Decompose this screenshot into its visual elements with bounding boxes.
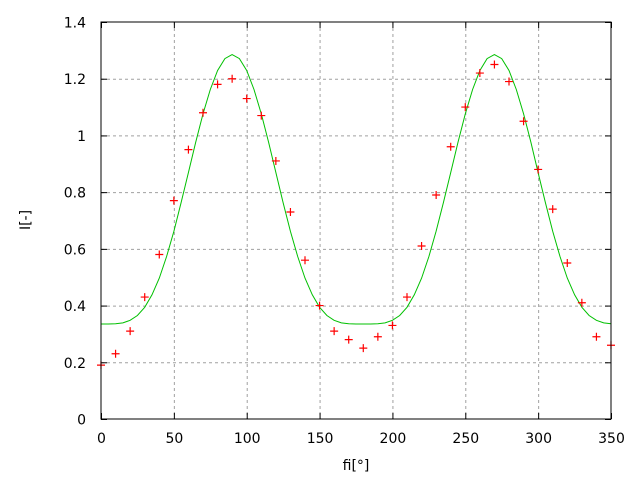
x-tick-label: 100 <box>234 431 261 447</box>
data-point <box>184 145 193 154</box>
data-point <box>271 156 280 165</box>
data-point <box>155 250 164 259</box>
x-tick-label: 250 <box>452 431 479 447</box>
data-point <box>592 332 601 341</box>
y-tick-label: 0.4 <box>64 299 86 315</box>
x-tick-label: 350 <box>598 431 625 447</box>
y-axis-label: I[-] <box>18 210 34 230</box>
x-tick-label: 300 <box>525 431 552 447</box>
data-point <box>373 332 382 341</box>
data-point <box>505 77 513 86</box>
data-point <box>490 60 499 69</box>
data-point <box>257 111 266 120</box>
data-point <box>330 327 339 336</box>
data-point <box>213 80 222 89</box>
data-point <box>403 293 411 302</box>
fit-curve-layer <box>101 54 612 325</box>
x-axis-label: fi[°] <box>343 458 370 474</box>
data-point <box>228 74 237 83</box>
ticks: 0 50 100 150 200 250 300 350 0 0.2 0.4 0.6 0.8 1 1.2 1.… <box>64 16 625 448</box>
y-tick-label: 0 <box>77 413 86 429</box>
data-points-layer <box>97 60 615 370</box>
y-tick-label: 1.2 <box>64 72 86 88</box>
data-point <box>519 117 528 126</box>
y-tick-label: 0.2 <box>64 356 86 372</box>
data-point <box>315 301 324 310</box>
x-tick-label: 200 <box>380 431 407 447</box>
data-point <box>301 256 309 265</box>
y-tick-label: 1.4 <box>64 16 86 32</box>
data-point <box>111 349 120 358</box>
x-tick-label: 150 <box>307 431 334 447</box>
data-point <box>417 242 426 251</box>
fit-curve <box>101 54 612 325</box>
y-tick-label: 0.8 <box>64 186 86 202</box>
data-point <box>126 327 135 336</box>
data-point <box>242 94 251 103</box>
data-point <box>548 205 557 214</box>
data-point <box>359 344 368 353</box>
plot-frame <box>100 21 612 420</box>
data-point <box>169 196 178 205</box>
x-tick-label: 0 <box>97 431 106 447</box>
data-point <box>199 108 207 117</box>
grid <box>101 22 611 419</box>
x-tick-label: 50 <box>165 431 183 447</box>
data-point <box>286 207 295 216</box>
y-tick-label: 0.6 <box>64 242 86 258</box>
data-point <box>446 142 455 151</box>
data-point <box>534 165 543 174</box>
y-tick-label: 1 <box>77 129 86 145</box>
data-point <box>432 190 441 199</box>
data-point <box>475 69 484 78</box>
data-point <box>461 103 470 112</box>
data-point <box>140 293 149 302</box>
data-point <box>388 321 397 330</box>
data-point <box>344 335 353 344</box>
data-point <box>563 259 572 268</box>
data-point <box>577 298 586 307</box>
